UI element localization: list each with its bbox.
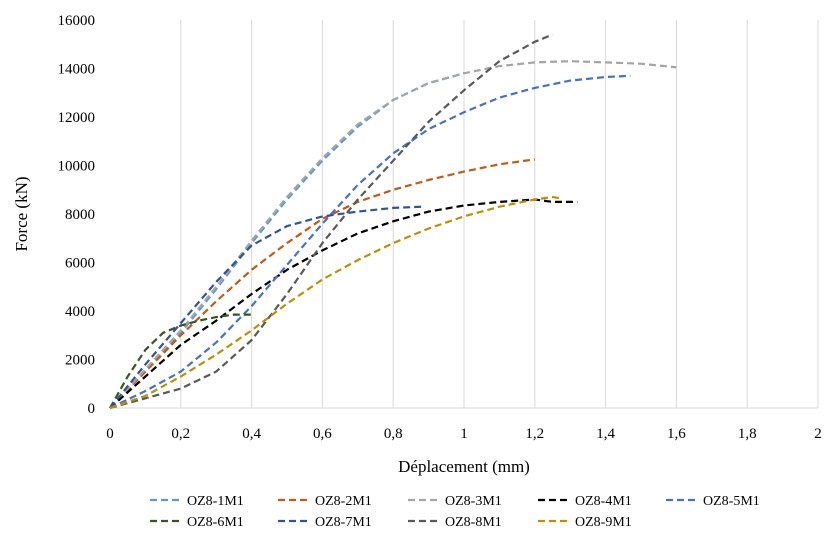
x-tick-labels: 0 0,2 0,4 0,6 0,8 1 1,2 1,4 1,6 1,8 2 — [106, 426, 822, 442]
legend-label: OZ8-6M1 — [187, 515, 244, 530]
series-line-oz8-4m1 — [109, 198, 578, 409]
legend-item-oz8-1m1: OZ8-1M1 — [150, 494, 244, 509]
legend-item-oz8-5m1: OZ8-5M1 — [666, 494, 760, 509]
x-tick-label: 0,8 — [384, 426, 403, 442]
x-tick-label: 1,4 — [596, 426, 615, 442]
x-tick-label: 0,2 — [171, 426, 190, 442]
legend-item-oz8-3m1: OZ8-3M1 — [408, 494, 502, 509]
series-line-oz8-6m1 — [109, 313, 252, 409]
series-line-oz8-1m1 — [109, 72, 465, 409]
legend-item-oz8-8m1: OZ8-8M1 — [408, 515, 502, 530]
series-line-oz8-2m1 — [109, 158, 535, 409]
grid-lines — [180, 20, 819, 408]
y-tick-label: 0 — [88, 401, 96, 417]
x-tick-label: 2 — [814, 426, 822, 442]
y-tick-label: 4000 — [65, 304, 95, 320]
series-line-oz8-9m1 — [109, 195, 560, 410]
legend-item-oz8-2m1: OZ8-2M1 — [278, 494, 372, 509]
legend-label: OZ8-2M1 — [315, 494, 372, 509]
y-tick-label: 14000 — [58, 62, 96, 78]
y-tick-label: 2000 — [65, 353, 95, 369]
legend-label: OZ8-4M1 — [575, 494, 632, 509]
x-tick-label: 0,4 — [242, 426, 261, 442]
legend: OZ8-1M1 OZ8-2M1 OZ8-3M1 OZ8-4M1 OZ8-5M1 OZ8-6… — [150, 494, 760, 530]
y-tick-label: 10000 — [58, 159, 96, 175]
x-tick-label: 1 — [460, 426, 468, 442]
series-line-oz8-5m1 — [109, 74, 631, 409]
x-axis-title: Déplacement (mm) — [398, 457, 530, 476]
x-tick-label: 0 — [106, 426, 114, 442]
y-tick-labels: 0 2000 4000 6000 8000 10000 12000 14000 16000 — [58, 13, 96, 417]
legend-label: OZ8-5M1 — [703, 494, 760, 509]
legend-item-oz8-6m1: OZ8-6M1 — [150, 515, 244, 530]
legend-label: OZ8-1M1 — [187, 494, 244, 509]
legend-label: OZ8-3M1 — [445, 494, 502, 509]
y-tick-label: 8000 — [65, 207, 95, 223]
x-tick-label: 1,8 — [738, 426, 757, 442]
legend-label: OZ8-7M1 — [315, 515, 372, 530]
legend-label: OZ8-8M1 — [445, 515, 502, 530]
series-line-oz8-7m1 — [109, 205, 422, 409]
legend-item-oz8-7m1: OZ8-7M1 — [278, 515, 372, 530]
series-line-oz8-3m1 — [109, 60, 677, 409]
legend-item-oz8-4m1: OZ8-4M1 — [538, 494, 632, 509]
legend-label: OZ8-9M1 — [575, 515, 632, 530]
y-tick-label: 12000 — [58, 110, 96, 126]
x-tick-label: 1,2 — [525, 426, 544, 442]
legend-item-oz8-9m1: OZ8-9M1 — [538, 515, 632, 530]
x-tick-label: 1,6 — [667, 426, 686, 442]
y-tick-label: 16000 — [58, 13, 96, 29]
x-tick-label: 0,6 — [313, 426, 332, 442]
y-tick-label: 6000 — [65, 256, 95, 272]
series-lines — [109, 33, 677, 410]
y-axis-title: Force (kN) — [12, 176, 31, 251]
series-line-oz8-8m1 — [109, 33, 553, 410]
